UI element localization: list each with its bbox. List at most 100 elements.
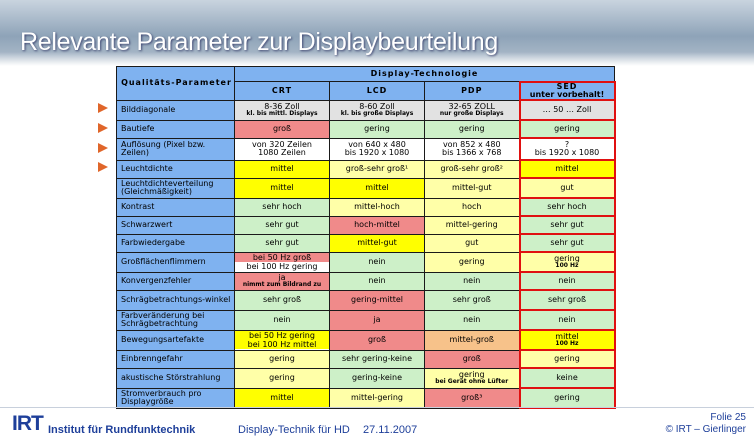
sed-caveat: unter vorbehalt! <box>529 89 605 99</box>
table-cell: sehr groß <box>234 289 330 311</box>
highlight-arrow-icon <box>98 143 108 153</box>
table-cell: gering <box>518 387 616 410</box>
highlight-arrow-icon <box>98 103 108 113</box>
table-cell: von 852 x 480 bis 1366 x 768 <box>424 137 520 161</box>
row-label: Kontrast <box>116 197 235 217</box>
table-cell: sehr gering-keine <box>329 349 425 369</box>
table-cell: 8-36 Zoll kl. bis mittl. Displays <box>234 99 330 121</box>
table-row: Farbveränderung bei Schrägbetrachtung ne… <box>116 309 616 332</box>
table-cell: gering bei Gerät ohne Lüfter <box>424 367 520 389</box>
table-cell: groß <box>329 329 425 351</box>
table-cell: nein <box>424 309 520 331</box>
table-row: Einbrenngefahr gering sehr gering-keine … <box>116 349 616 370</box>
table-cell: gering 100 Hz <box>518 251 616 274</box>
table-cell: ja nimmt zum Bildrand zu <box>234 271 330 291</box>
table-row: Bautiefe groß gering gering gering <box>116 119 616 140</box>
row-label: Leuchtdichte <box>116 159 235 179</box>
table-cell: mittel <box>234 387 330 409</box>
table-cell: sehr gut <box>234 233 330 253</box>
table-row: Kontrast sehr hoch mittel-hoch hoch sehr… <box>116 197 616 218</box>
table-row: Konvergenzfehler ja nimmt zum Bildrand zu… <box>116 271 616 292</box>
table-cell: gering <box>234 367 330 389</box>
table-cell: gering <box>518 349 616 370</box>
table-cell: von 320 Zeilen 1080 Zeilen <box>234 137 330 161</box>
table-cell: groß-sehr groß² <box>424 159 520 179</box>
table-cell: von 640 x 480 bis 1920 x 1080 <box>329 137 425 161</box>
table-cell: bei 50 Hz gering bei 100 Hz mittel <box>234 329 330 351</box>
table-cell: sehr gut <box>518 233 616 254</box>
row-label: Stromverbrauch pro Displaygröße <box>116 387 235 409</box>
table-cell: nein <box>518 271 616 292</box>
table-row: Schwarzwert sehr gut hoch-mittel mittel-… <box>116 215 616 236</box>
table-row: Schrägbetrachtungs-winkel sehr groß geri… <box>116 289 616 312</box>
table-cell: ? bis 1920 x 1080 <box>518 137 616 162</box>
table-cell: sehr groß <box>424 289 520 311</box>
table-row: Bilddiagonale 8-36 Zoll kl. bis mittl. Di… <box>116 99 616 122</box>
table-cell: sehr gut <box>518 215 616 236</box>
row-label: Bewegungsartefakte <box>116 329 235 351</box>
table-cell: mittel-gut <box>329 233 425 253</box>
footer-divider <box>0 407 754 408</box>
table-cell: groß-sehr groß¹ <box>329 159 425 179</box>
table-cell: hoch-mittel <box>329 215 425 235</box>
irt-logo: IRT Institut für Rundfunktechnik <box>12 412 195 436</box>
row-label: Farbveränderung bei Schrägbetrachtung <box>116 309 235 331</box>
table-cell: gut <box>518 177 616 200</box>
logo-mark: IRT <box>12 412 44 435</box>
slide-number: Folie 25 <box>710 412 746 423</box>
highlight-arrow-icon <box>98 162 108 172</box>
institute-name: Institut für Rundfunktechnik <box>48 424 196 436</box>
table-cell: sehr groß <box>518 289 616 312</box>
presentation-date: 27.11.2007 <box>363 424 418 436</box>
slide-title: Relevante Parameter zur Displaybeurteilu… <box>20 28 498 56</box>
table-cell: gering <box>518 119 616 140</box>
corner-label: Qualitäts-Parameter <box>116 66 235 101</box>
table-cell: nein <box>234 309 330 331</box>
row-label: Konvergenzfehler <box>116 271 235 291</box>
table-cell: nein <box>518 309 616 332</box>
table-cell: mittel 100 Hz <box>518 329 616 352</box>
comparison-table: Qualitäts-Parameter Display-Technologie … <box>116 66 616 410</box>
table-cell: hoch <box>424 197 520 217</box>
table-cell: mittel-hoch <box>329 197 425 217</box>
table-cell: ja <box>329 309 425 331</box>
table-cell: nein <box>424 271 520 291</box>
table-cell: 8-60 Zoll kl. bis große Displays <box>329 99 425 121</box>
table-cell: sehr hoch <box>234 197 330 217</box>
table-cell: gering <box>424 251 520 273</box>
table-cell: mittel-gut <box>424 177 520 199</box>
course-name: Display-Technik für HD <box>238 424 350 436</box>
table-cell: gering <box>329 119 425 139</box>
row-label: Auflösung (Pixel bzw. Zeilen) <box>116 137 235 161</box>
table-cell: 32-65 ZOLL nur große Displays <box>424 99 520 121</box>
table-cell: mittel-groß <box>424 329 520 351</box>
row-label: Einbrenngefahr <box>116 349 235 369</box>
row-label: akustische Störstrahlung <box>116 367 235 389</box>
table-cell: mittel <box>234 177 330 199</box>
table-cell: gering-keine <box>329 367 425 389</box>
table-cell: bei 50 Hz groß bei 100 Hz gering <box>234 251 330 273</box>
tech-header-pdp: PDP <box>424 81 520 101</box>
table-cell: sehr hoch <box>518 197 616 218</box>
table-row: Großflächenflimmern bei 50 Hz groß bei 10… <box>116 251 616 274</box>
table-cell: gering <box>234 349 330 369</box>
table-cell: groß³ <box>424 387 520 409</box>
row-label: Farbwiedergabe <box>116 233 235 253</box>
table-row: Auflösung (Pixel bzw. Zeilen) von 320 Ze… <box>116 137 616 162</box>
table-cell: mittel <box>234 159 330 179</box>
highlight-arrow-icon <box>98 123 108 133</box>
table-cell: nein <box>329 271 425 291</box>
group-header: Display-Technologie <box>234 66 615 82</box>
table-row: Farbwiedergabe sehr gut mittel-gut gut s… <box>116 233 616 254</box>
table-row: Stromverbrauch pro Displaygröße mittel m… <box>116 387 616 410</box>
title-banner <box>0 0 754 66</box>
table-cell: gering <box>424 119 520 139</box>
row-label: Schwarzwert <box>116 215 235 235</box>
table-row: akustische Störstrahlung gering gering-k… <box>116 367 616 390</box>
table-cell: sehr gut <box>234 215 330 235</box>
table-cell: gering-mittel <box>329 289 425 311</box>
tech-header-sed: SED unter vorbehalt! <box>518 80 616 102</box>
table-cell: groß <box>424 349 520 369</box>
row-label: Bilddiagonale <box>116 99 235 121</box>
table-row: Leuchtdichteverteilung (Gleichmäßigkeit)… <box>116 177 616 200</box>
